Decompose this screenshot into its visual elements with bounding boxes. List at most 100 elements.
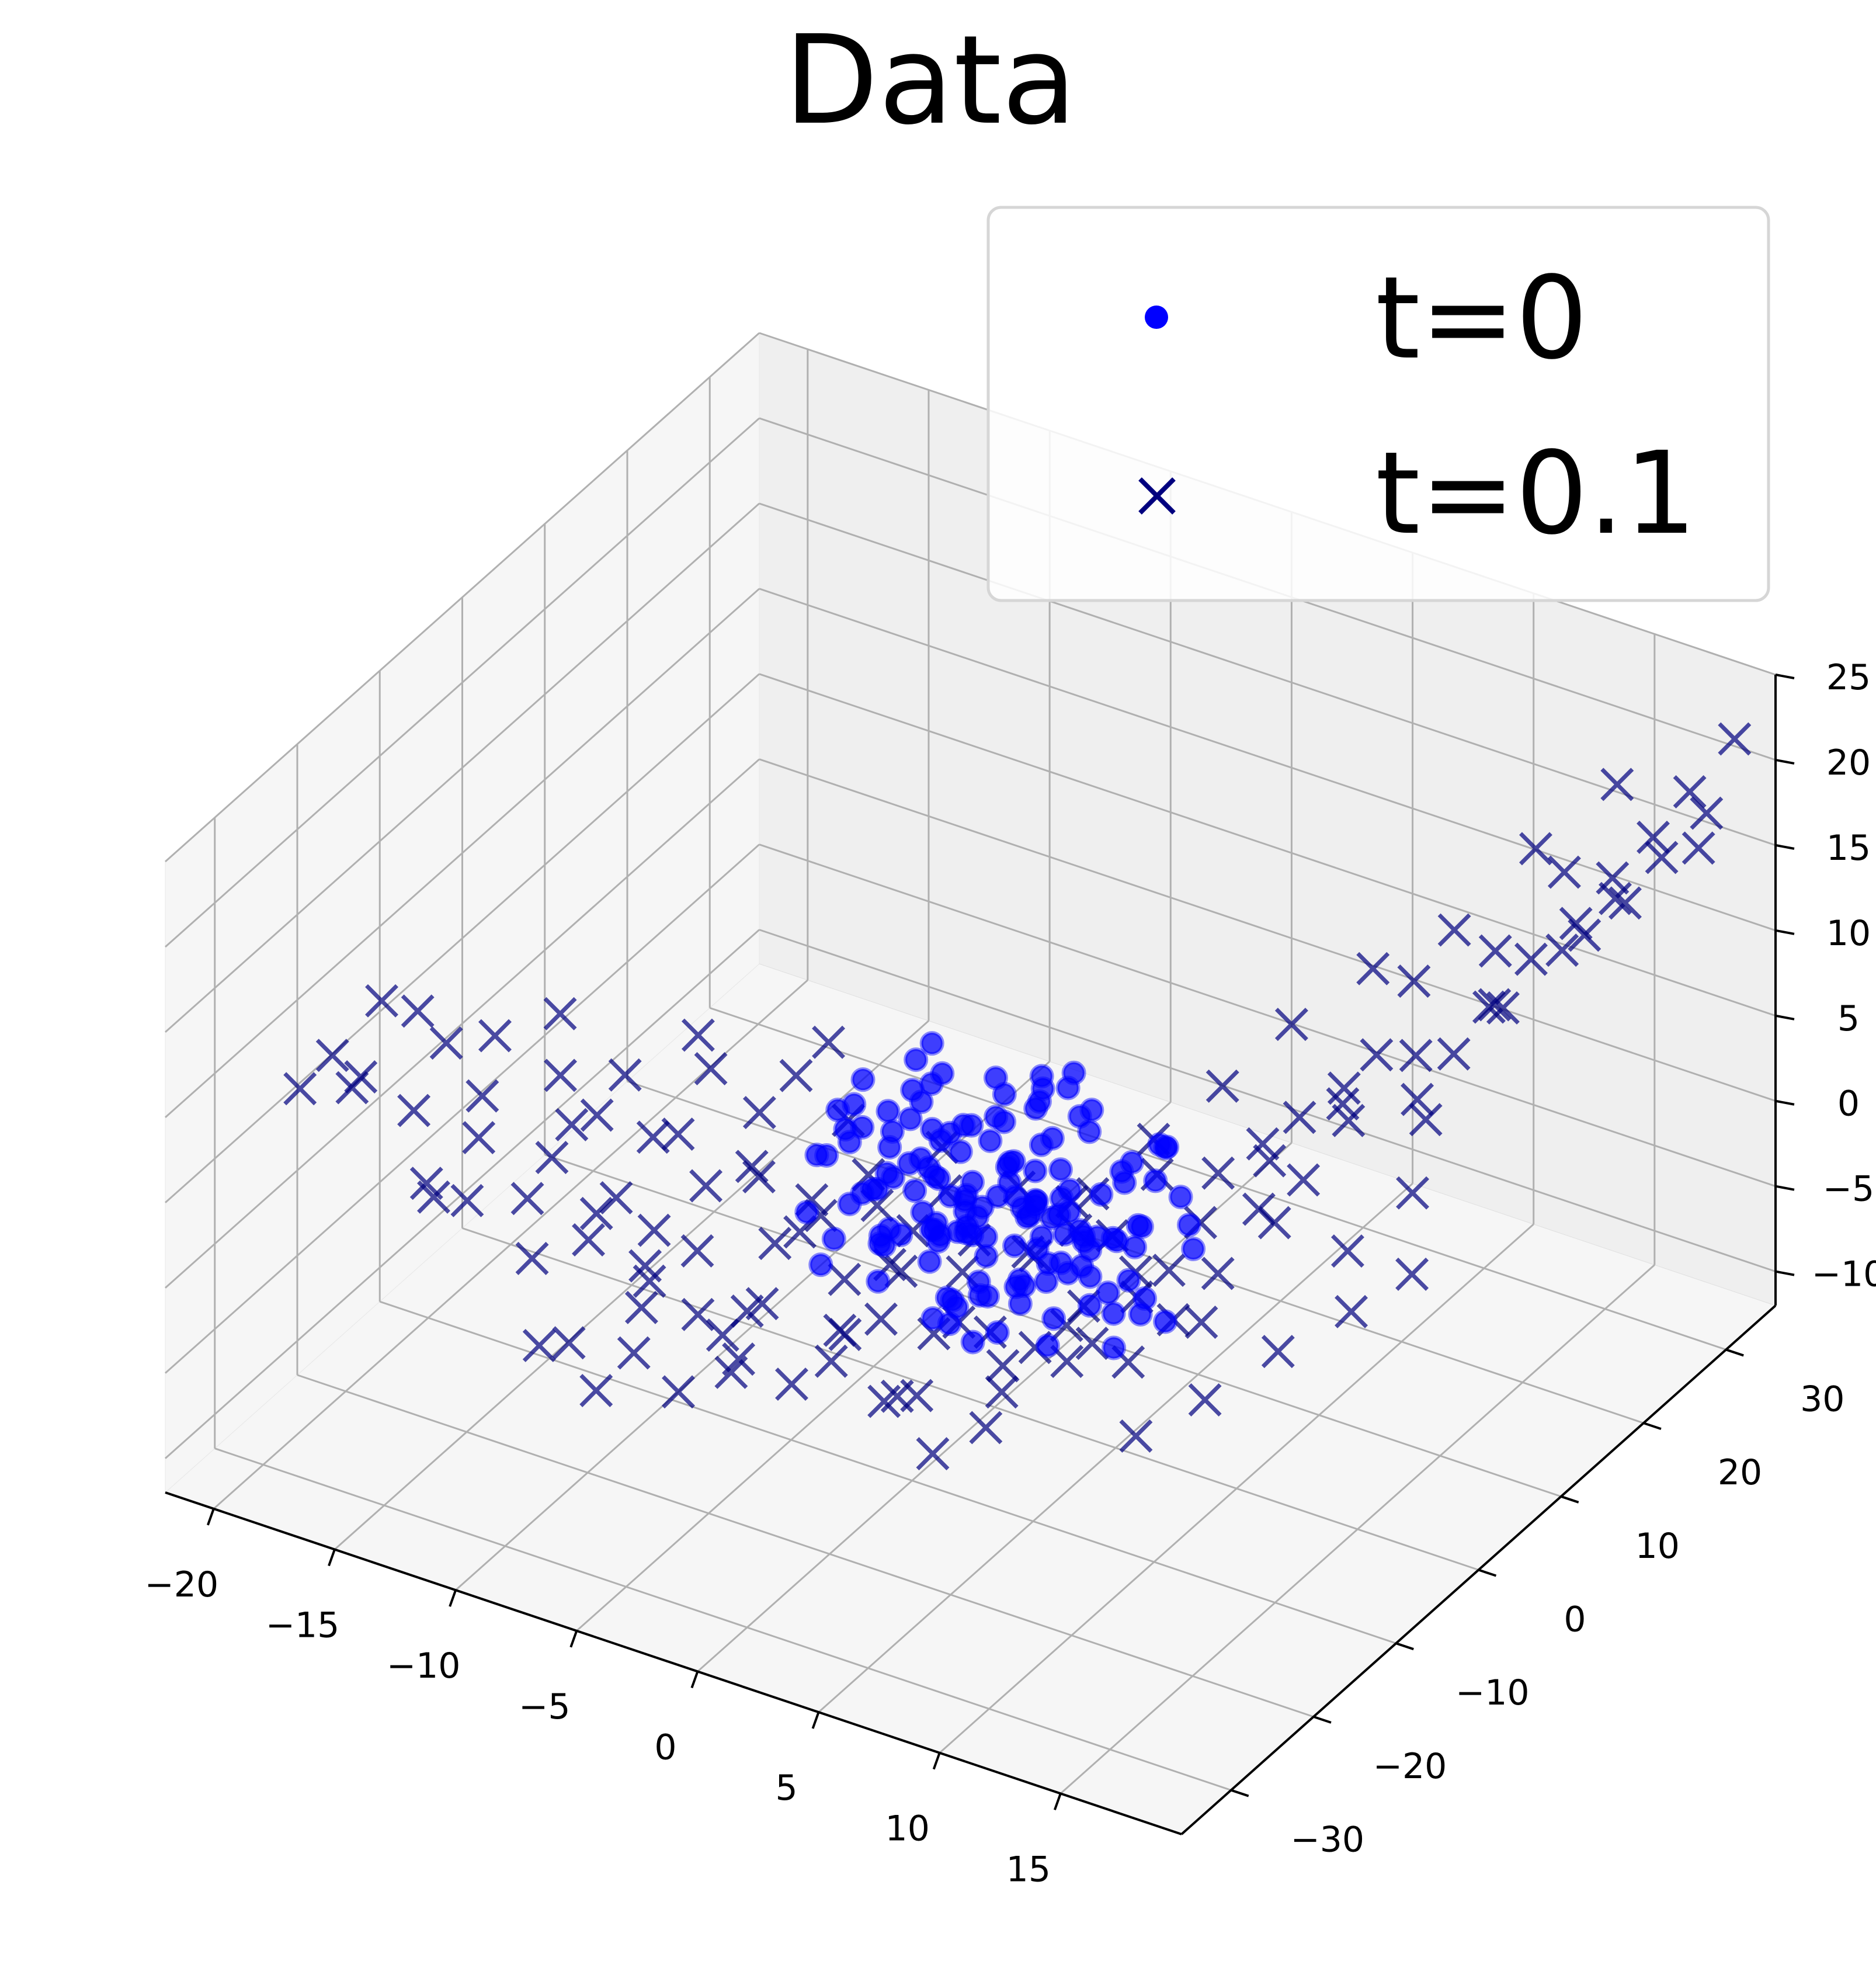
point-t0 [1077, 1119, 1102, 1144]
point-t01 [1287, 1163, 1321, 1197]
grid-line-z-left [165, 844, 760, 1374]
point-t0 [1101, 1301, 1126, 1326]
y-tick-mark [1643, 1422, 1662, 1431]
grid-line-z-back [759, 758, 1776, 1102]
grid-line-z-left [165, 588, 760, 1118]
z-tick-label: −10 [1812, 1254, 1876, 1295]
point-t0 [904, 1047, 929, 1072]
point-t01 [417, 1180, 450, 1214]
y-tick-label: 0 [1564, 1599, 1586, 1640]
point-t01 [1274, 1008, 1308, 1042]
point-t0 [1001, 1149, 1026, 1174]
z-tick-mark [1775, 929, 1795, 935]
x-tick-label: −15 [266, 1605, 340, 1646]
point-t0 [960, 1330, 985, 1355]
y-tick-label: 20 [1718, 1452, 1762, 1493]
point-t01 [1261, 1335, 1295, 1369]
point-t0 [1096, 1280, 1121, 1306]
point-t01 [1119, 1419, 1153, 1453]
point-t01 [552, 1326, 586, 1360]
legend-box [986, 206, 1770, 602]
y-tick-mark [1561, 1495, 1579, 1504]
point-t01 [465, 1079, 499, 1113]
point-t0 [983, 1065, 1008, 1091]
point-t01 [1673, 775, 1707, 808]
point-t0 [837, 1130, 862, 1155]
grid-line-y-floor [462, 1227, 1479, 1571]
legend: t=0 t=0.1 [986, 206, 1770, 602]
legend-marker-t0 [1145, 306, 1168, 329]
point-t0 [1052, 1221, 1078, 1247]
point-t0 [1104, 1228, 1129, 1254]
point-t01 [401, 994, 435, 1028]
chart-title: Data [784, 9, 1076, 152]
point-t01 [681, 1297, 715, 1331]
point-t01 [1257, 1206, 1291, 1240]
z-tick-label: 10 [1826, 913, 1871, 954]
point-t0 [920, 1117, 945, 1142]
point-t0 [850, 1115, 875, 1140]
point-t01 [450, 1183, 484, 1217]
point-t01 [1645, 841, 1679, 874]
y-tick-mark [1395, 1642, 1414, 1651]
x-tick-mark [932, 1752, 941, 1770]
point-t01 [579, 1374, 613, 1407]
grid-line-y-floor [297, 1374, 1314, 1718]
point-t0 [1029, 1224, 1054, 1249]
point-t01 [828, 1262, 861, 1296]
point-t01 [1547, 855, 1581, 889]
point-t01 [1690, 796, 1724, 830]
x-tick-mark [811, 1712, 820, 1729]
point-t0 [1023, 1158, 1048, 1183]
point-t01 [1075, 1327, 1109, 1360]
point-t0 [919, 1031, 944, 1056]
point-t01 [608, 1058, 642, 1092]
point-t01 [1201, 1256, 1235, 1290]
point-t01 [985, 1375, 1019, 1409]
point-t0 [1049, 1186, 1074, 1211]
point-t0 [850, 1067, 876, 1092]
grid-line-y-floor [379, 1300, 1396, 1644]
grid-line-z-left [165, 502, 760, 1033]
z-tick-label: 20 [1826, 742, 1871, 783]
point-t0 [888, 1222, 913, 1247]
z-tick-label: 25 [1826, 657, 1871, 698]
grid-line-z-back [759, 502, 1776, 846]
point-t01 [1205, 1069, 1239, 1103]
point-t0 [1029, 1064, 1054, 1089]
point-t01 [1246, 1127, 1280, 1161]
point-t01 [775, 1367, 808, 1401]
point-t0 [866, 1269, 891, 1294]
point-t0 [940, 1287, 965, 1313]
point-t0 [897, 1151, 922, 1176]
grid-line-z-left [165, 673, 760, 1203]
point-t0 [808, 1252, 833, 1278]
point-t01 [1327, 1071, 1361, 1105]
grid-line-z-back [759, 844, 1776, 1188]
tick-labels: −20−15−10−5051015−30−20−100102030−10−505… [145, 657, 1876, 1890]
point-t0 [860, 1176, 885, 1202]
grid-line-z-left [165, 332, 760, 863]
point-t0 [984, 1104, 1009, 1129]
point-t01 [1253, 1144, 1287, 1178]
point-t01 [1335, 1294, 1368, 1328]
point-t0 [1168, 1185, 1193, 1210]
point-t01 [1600, 768, 1634, 801]
point-t0 [1061, 1060, 1086, 1085]
z-tick-mark [1775, 758, 1795, 765]
point-t01 [1437, 1037, 1471, 1071]
legend-label-t01: t=0.1 [1375, 427, 1697, 560]
y-tick-mark [1478, 1568, 1497, 1577]
point-t01 [1397, 964, 1431, 998]
point-t0 [1024, 1189, 1050, 1214]
point-t01 [900, 1379, 934, 1412]
x-tick-label: −10 [387, 1646, 461, 1686]
point-t0 [825, 1098, 850, 1123]
point-t01 [633, 1264, 666, 1298]
grid-line-y-floor [709, 1006, 1726, 1351]
point-t0 [992, 1082, 1017, 1107]
y-tick-label: −20 [1373, 1746, 1447, 1787]
grid-line-z-left [165, 417, 760, 948]
point-t01 [689, 1169, 723, 1203]
